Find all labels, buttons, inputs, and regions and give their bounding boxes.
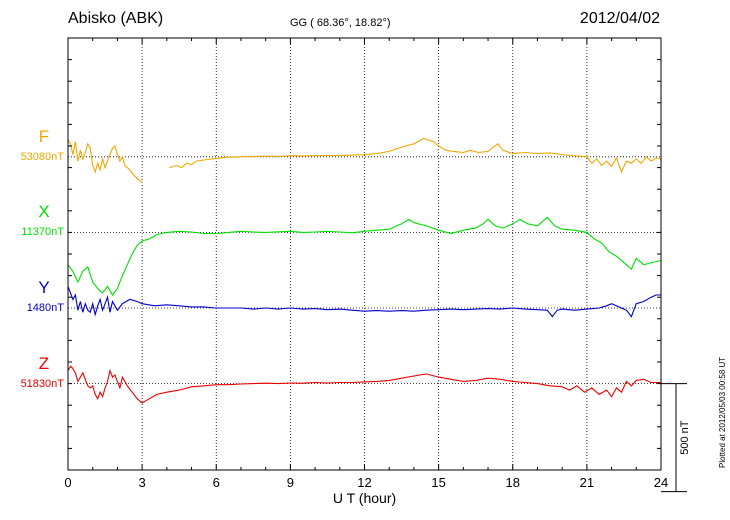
x-tick-label: 15	[431, 475, 445, 490]
scale-bar-label: 500 nT	[679, 420, 691, 455]
x-axis-title: U T (hour)	[333, 490, 396, 506]
x-tick-label: 21	[580, 475, 594, 490]
station-title: Abisko (ABK)	[68, 10, 164, 27]
channel-letter-z: Z	[38, 353, 50, 373]
x-tick-label: 24	[654, 475, 668, 490]
series-line-z	[67, 365, 661, 404]
series-layer	[67, 137, 662, 404]
channel-letter-y: Y	[38, 278, 50, 297]
date-label: 2012/04/02	[579, 10, 660, 27]
channel-letter-x: X	[38, 202, 50, 222]
series-line-x	[67, 216, 662, 296]
scale-bar: 500 nT	[661, 383, 691, 493]
series-line-y	[67, 286, 661, 318]
grid-layer	[68, 38, 661, 470]
coordinates-label: GG ( 68.36°, 18.82°)	[290, 17, 391, 29]
channel-baseline-f: 53080nT	[20, 150, 64, 163]
axis-layer: 0 3 6 9 12 15 18 21 24 U T (hour)	[64, 37, 668, 506]
x-tick-label: 0	[64, 475, 71, 490]
channel-letter-f: F	[38, 126, 50, 146]
x-tick-label: 9	[287, 475, 294, 490]
series-line-f	[67, 137, 662, 184]
x-tick-label: 6	[213, 475, 220, 490]
channel-baseline-x: 11370nT	[21, 226, 64, 239]
x-tick-label: 18	[506, 475, 520, 490]
channel-baseline-z: 51830nT	[20, 377, 64, 390]
channel-baseline-y: 1480nT	[26, 302, 64, 314]
x-tick-label: 12	[357, 475, 371, 490]
x-tick-label: 3	[139, 475, 146, 490]
